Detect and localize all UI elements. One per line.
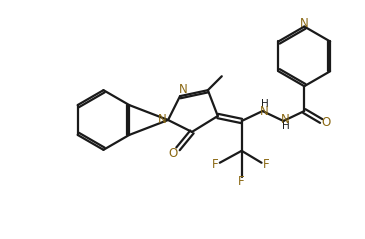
Text: F: F xyxy=(238,175,245,188)
Text: H: H xyxy=(281,121,289,131)
Text: H: H xyxy=(261,99,268,109)
Text: F: F xyxy=(211,158,218,171)
Text: N: N xyxy=(281,113,290,125)
Text: N: N xyxy=(158,113,166,125)
Text: N: N xyxy=(300,17,309,30)
Text: O: O xyxy=(168,147,178,160)
Text: N: N xyxy=(260,104,269,118)
Text: F: F xyxy=(263,158,270,171)
Text: N: N xyxy=(178,83,187,96)
Text: O: O xyxy=(322,116,331,130)
